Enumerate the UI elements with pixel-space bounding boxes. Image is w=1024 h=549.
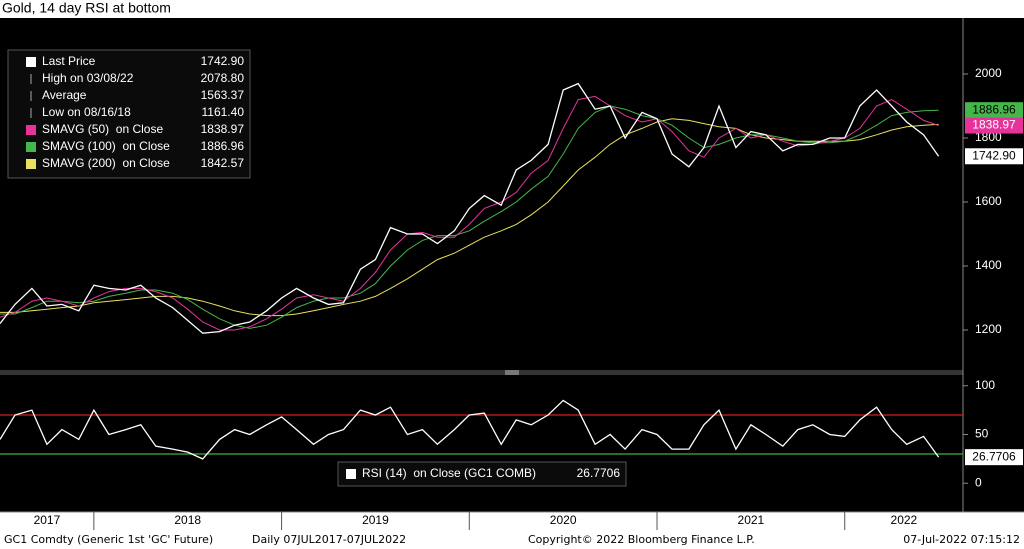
legend-label: SMAVG (200) on Close [42,156,170,170]
series-line [0,82,940,334]
legend-value: 2078.80 [201,71,245,85]
chart-title: Gold, 14 day RSI at bottom [2,0,171,16]
footer-period: Daily 07JUL2017-07JUL2022 [252,533,406,546]
y-tick-label: 2000 [975,66,1002,80]
last-value-label: 1742.90 [972,148,1016,162]
footer-source: GC1 Comdty (Generic 1st 'GC' Future) [4,533,213,546]
legend-value: 1742.90 [201,54,245,68]
legend-swatch [26,142,36,152]
x-tick-label: 2022 [891,513,918,527]
last-value-label: 1838.97 [972,118,1016,132]
legend-label: SMAVG (100) on Close [42,139,170,153]
legend-label: High on 03/08/22 [42,71,134,85]
legend-swatch [26,57,36,67]
x-tick-label: 2021 [738,513,765,527]
legend-label: Last Price [42,54,96,68]
legend-label: RSI (14) on Close (GC1 COMB) [362,466,536,480]
legend-value: 1838.97 [201,122,245,136]
y-tick-label: 1400 [975,258,1002,272]
series-line [0,118,939,317]
legend-value: 1161.40 [202,105,245,119]
series-line [0,95,939,331]
last-value-label: 1886.96 [972,102,1016,116]
last-value-label: 26.7706 [972,449,1016,463]
legend-box [7,49,251,179]
y-tick-label: 100 [975,378,995,392]
legend-label: SMAVG (50) on Close [42,122,163,136]
last-value-tag [965,117,1023,134]
x-tick-label: 2018 [174,513,201,527]
y-tick-label: 1800 [975,130,1002,144]
legend-swatch [26,159,36,169]
x-tick-label: 2020 [550,513,577,527]
x-tick-label: 2017 [34,513,61,527]
legend-value: 1886.96 [201,139,245,153]
panel-divider [0,370,963,375]
legend-value: 26.7706 [577,466,621,480]
legend-value: 1563.37 [201,88,245,102]
series-line [0,105,939,329]
last-value-tag [965,148,1023,165]
series-line [0,399,940,460]
y-tick-label: 50 [975,427,989,441]
legend-swatch [346,469,356,479]
last-value-tag [965,449,1023,466]
y-tick-label: 1200 [975,322,1002,336]
last-value-tag [965,102,1023,119]
rsi-legend-box [337,461,627,487]
footer-copyright: Copyright© 2022 Bloomberg Finance L.P. [528,533,755,546]
y-tick-label: 1600 [975,194,1002,208]
footer-timestamp: 07-Jul-2022 07:15:12 [903,533,1020,546]
panel-divider-handle [505,370,519,375]
legend-value: 1842.57 [201,156,245,170]
legend-swatch [26,125,36,135]
y-tick-label: 0 [975,475,982,489]
x-tick-label: 2019 [362,513,389,527]
legend-label: Low on 08/16/18 [42,105,131,119]
legend-label: Average [42,88,87,102]
